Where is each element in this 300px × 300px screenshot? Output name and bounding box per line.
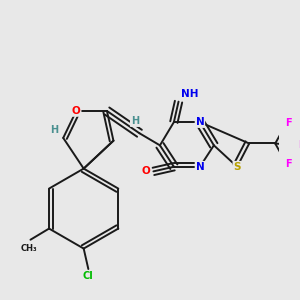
Text: F: F (285, 159, 292, 169)
Text: Cl: Cl (83, 272, 94, 281)
Text: F: F (298, 140, 300, 150)
Text: O: O (142, 167, 150, 176)
Text: N: N (196, 117, 204, 127)
Text: O: O (72, 106, 81, 116)
Text: H: H (50, 125, 58, 136)
Text: N: N (196, 162, 204, 172)
Text: NH: NH (181, 89, 198, 99)
Text: F: F (285, 118, 292, 128)
Text: H: H (131, 116, 139, 126)
Text: S: S (233, 162, 241, 172)
Text: CH₃: CH₃ (20, 244, 37, 253)
